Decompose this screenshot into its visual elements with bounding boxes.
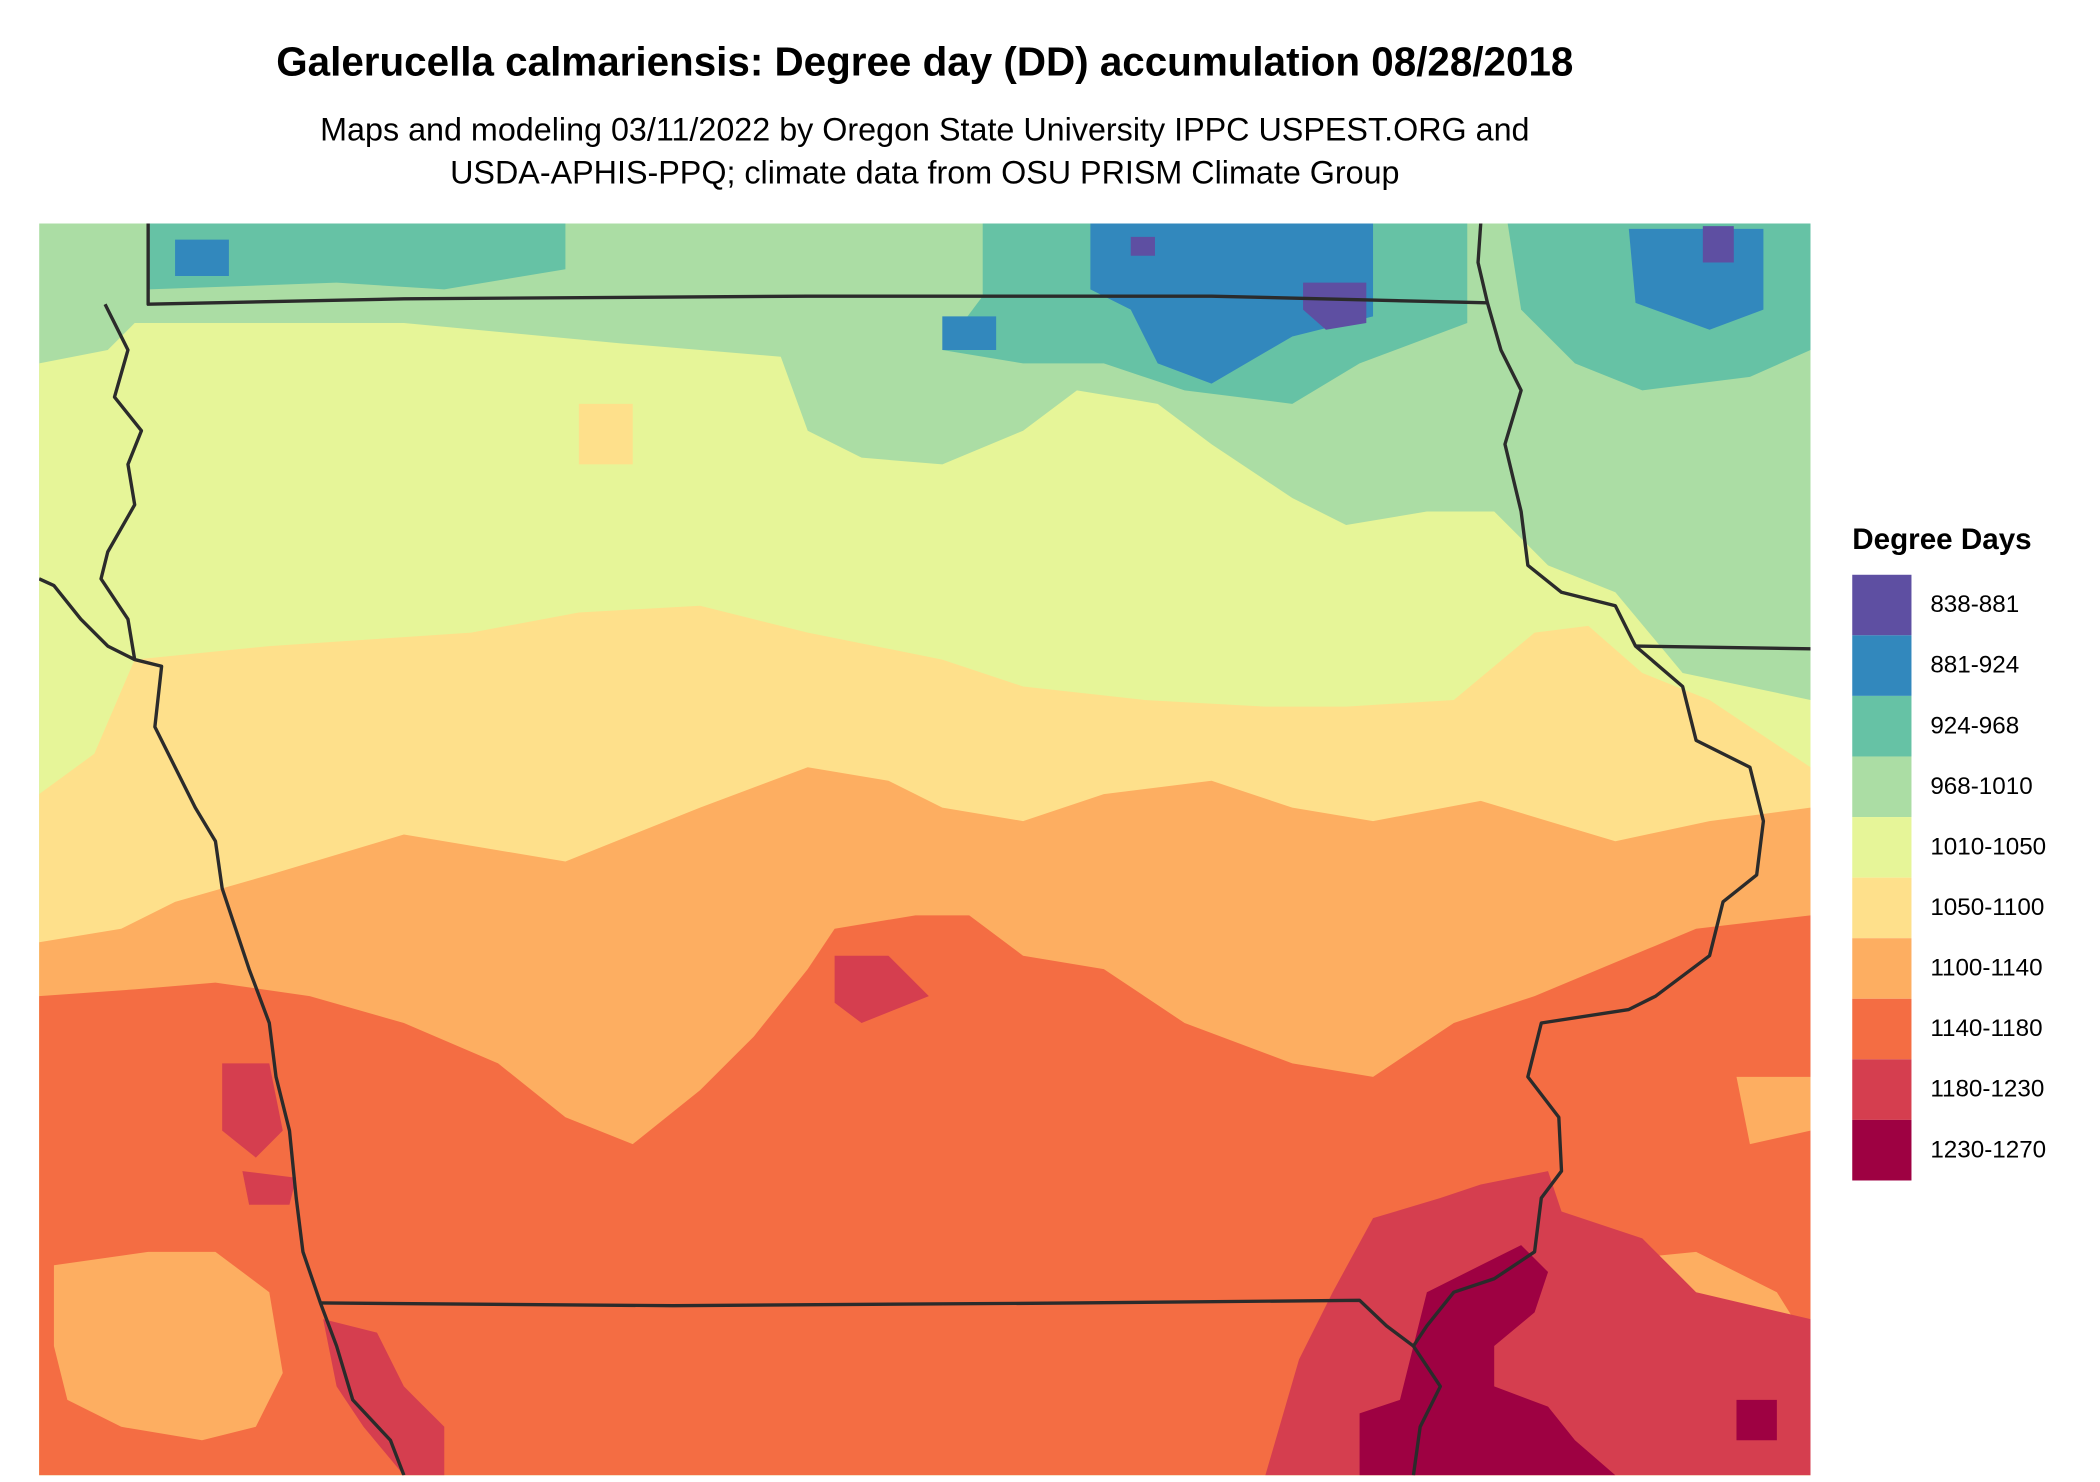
- state-border: [1635, 644, 1811, 651]
- dd-zone: [1303, 282, 1367, 330]
- legend-swatch: [1852, 998, 1912, 1060]
- legend-label: 1100-1140: [1930, 955, 2042, 982]
- state-border: [320, 1298, 1415, 1348]
- legend-swatch: [1852, 1119, 1912, 1181]
- legend-swatch: [1852, 1059, 1912, 1120]
- dd-zone: [834, 955, 929, 1023]
- dd-zone: [323, 1319, 445, 1476]
- map-subtitle: USDA-APHIS-PPQ; climate data from OSU PR…: [450, 155, 1399, 191]
- legend-swatch: [1852, 938, 1912, 999]
- state-border: [99, 303, 406, 1476]
- map-title: Galerucella calmariensis: Degree day (DD…: [276, 38, 1573, 84]
- dd-zone: [1702, 226, 1734, 263]
- dd-zone: [175, 239, 229, 276]
- degree-day-zones: [39, 223, 1811, 1476]
- legend: 838-881 881-924 924-968 968-1010 1010-1050 10…: [1852, 574, 2046, 1181]
- legend-swatch: [1852, 756, 1912, 818]
- dd-zone: [1090, 223, 1374, 384]
- dd-zone: [39, 390, 81, 458]
- state-border: [146, 223, 1488, 306]
- legend-label: 968-1010: [1930, 773, 2032, 800]
- legend-swatch: [1852, 877, 1912, 939]
- map-subtitle: Maps and modeling 03/11/2022 by Oregon S…: [320, 111, 1529, 147]
- legend-swatch: [1852, 574, 1912, 636]
- dd-zone: [222, 1063, 283, 1158]
- state-border: [1411, 223, 1766, 1476]
- legend-label: 1010-1050: [1930, 833, 2046, 860]
- legend-label: 1180-1230: [1930, 1076, 2044, 1103]
- dd-zone: [148, 223, 566, 290]
- legend-swatch: [1852, 695, 1912, 757]
- state-borders: [39, 223, 1811, 1476]
- dd-zone: [1130, 236, 1155, 256]
- legend-label: 838-881: [1930, 591, 2019, 618]
- dd-zone: [1736, 1076, 1811, 1145]
- dd-zone: [578, 403, 633, 465]
- legend-label: 1230-1270: [1930, 1136, 2046, 1163]
- legend-label: 924-968: [1930, 712, 2019, 739]
- dd-zone: [1736, 1399, 1777, 1441]
- legend-label: 881-924: [1930, 652, 2019, 679]
- dd-zone: [53, 1251, 283, 1441]
- dd-zone: [942, 316, 997, 350]
- legend-label: 1140-1180: [1930, 1015, 2042, 1042]
- legend-swatch: [1852, 635, 1912, 696]
- state-border: [39, 577, 136, 662]
- legend-swatch: [1852, 817, 1912, 878]
- dd-zone: [242, 1171, 297, 1205]
- legend-title: Degree Days: [1852, 523, 2031, 556]
- legend-label: 1050-1100: [1930, 894, 2044, 921]
